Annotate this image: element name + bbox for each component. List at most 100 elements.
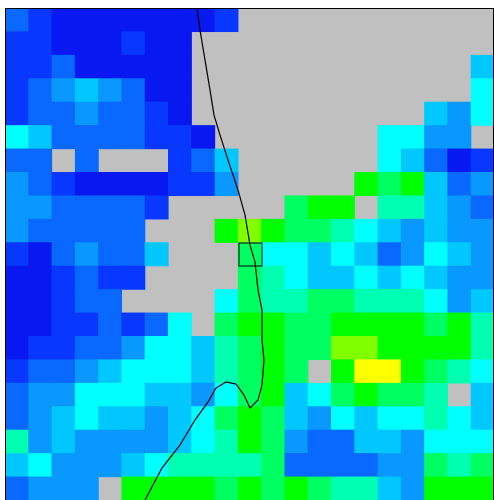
cell: [447, 218, 472, 243]
cell: [144, 336, 169, 361]
cell: [331, 429, 355, 454]
focus-box: [238, 242, 263, 267]
cell: [168, 382, 192, 407]
cell: [307, 312, 332, 337]
cell: [261, 312, 286, 337]
cell: [331, 382, 355, 407]
cell: [261, 476, 286, 500]
cell: [424, 312, 449, 337]
cell: [74, 242, 99, 267]
cell: [121, 78, 146, 103]
cell: [121, 359, 146, 384]
cell: [51, 312, 76, 337]
cell: [354, 359, 379, 384]
cell: [28, 101, 53, 126]
cell: [424, 172, 449, 197]
cell: [284, 382, 309, 407]
cell: [307, 476, 332, 500]
cell: [237, 336, 262, 361]
cell: [447, 289, 472, 314]
cell: [424, 429, 449, 454]
cell: [98, 218, 123, 243]
cell: [121, 218, 146, 243]
cell: [74, 359, 99, 384]
cell: [307, 218, 332, 243]
cell: [284, 312, 309, 337]
cell: [191, 172, 216, 197]
cell: [447, 148, 472, 173]
cell: [470, 242, 494, 267]
cell: [377, 382, 402, 407]
cell: [121, 406, 146, 431]
cell: [261, 242, 286, 267]
cell: [237, 429, 262, 454]
cell: [214, 453, 239, 478]
cell: [261, 382, 286, 407]
cell: [5, 31, 29, 56]
cell: [51, 8, 76, 33]
cell: [377, 359, 402, 384]
cell: [214, 476, 239, 500]
cell: [377, 172, 402, 197]
cell: [28, 148, 53, 173]
cell: [144, 406, 169, 431]
cell: [470, 218, 494, 243]
cell: [400, 195, 425, 220]
cell: [144, 8, 169, 33]
cell: [51, 429, 76, 454]
cell: [284, 429, 309, 454]
cell: [377, 242, 402, 267]
cell: [98, 172, 123, 197]
cell: [121, 54, 146, 79]
cell: [28, 476, 53, 500]
cell: [424, 359, 449, 384]
cell: [28, 289, 53, 314]
cell: [98, 382, 123, 407]
cell: [470, 312, 494, 337]
cell: [284, 289, 309, 314]
cell: [470, 78, 494, 103]
cell: [261, 289, 286, 314]
cell: [237, 312, 262, 337]
cell: [447, 195, 472, 220]
cell: [144, 382, 169, 407]
cell: [400, 476, 425, 500]
cell: [237, 382, 262, 407]
cell: [74, 8, 99, 33]
cell: [191, 476, 216, 500]
cell: [74, 265, 99, 290]
cell: [5, 101, 29, 126]
cell: [424, 148, 449, 173]
cell: [51, 242, 76, 267]
cell: [400, 453, 425, 478]
cell: [5, 429, 29, 454]
cell: [214, 148, 239, 173]
cell: [51, 336, 76, 361]
cell: [28, 265, 53, 290]
cell: [98, 312, 123, 337]
cell: [447, 453, 472, 478]
cell: [5, 289, 29, 314]
cell: [354, 289, 379, 314]
cell: [214, 429, 239, 454]
cell: [470, 195, 494, 220]
cell: [98, 8, 123, 33]
cell: [51, 359, 76, 384]
cell: [98, 195, 123, 220]
cell: [214, 406, 239, 431]
cell: [28, 195, 53, 220]
cell: [400, 289, 425, 314]
cell: [191, 336, 216, 361]
cell: [74, 453, 99, 478]
cell: [51, 78, 76, 103]
cell: [51, 289, 76, 314]
cell: [470, 172, 494, 197]
cell: [261, 453, 286, 478]
cell: [51, 101, 76, 126]
cell: [191, 8, 216, 33]
cell: [377, 453, 402, 478]
cell: [237, 406, 262, 431]
cell: [121, 31, 146, 56]
cell: [284, 359, 309, 384]
cell: [5, 312, 29, 337]
